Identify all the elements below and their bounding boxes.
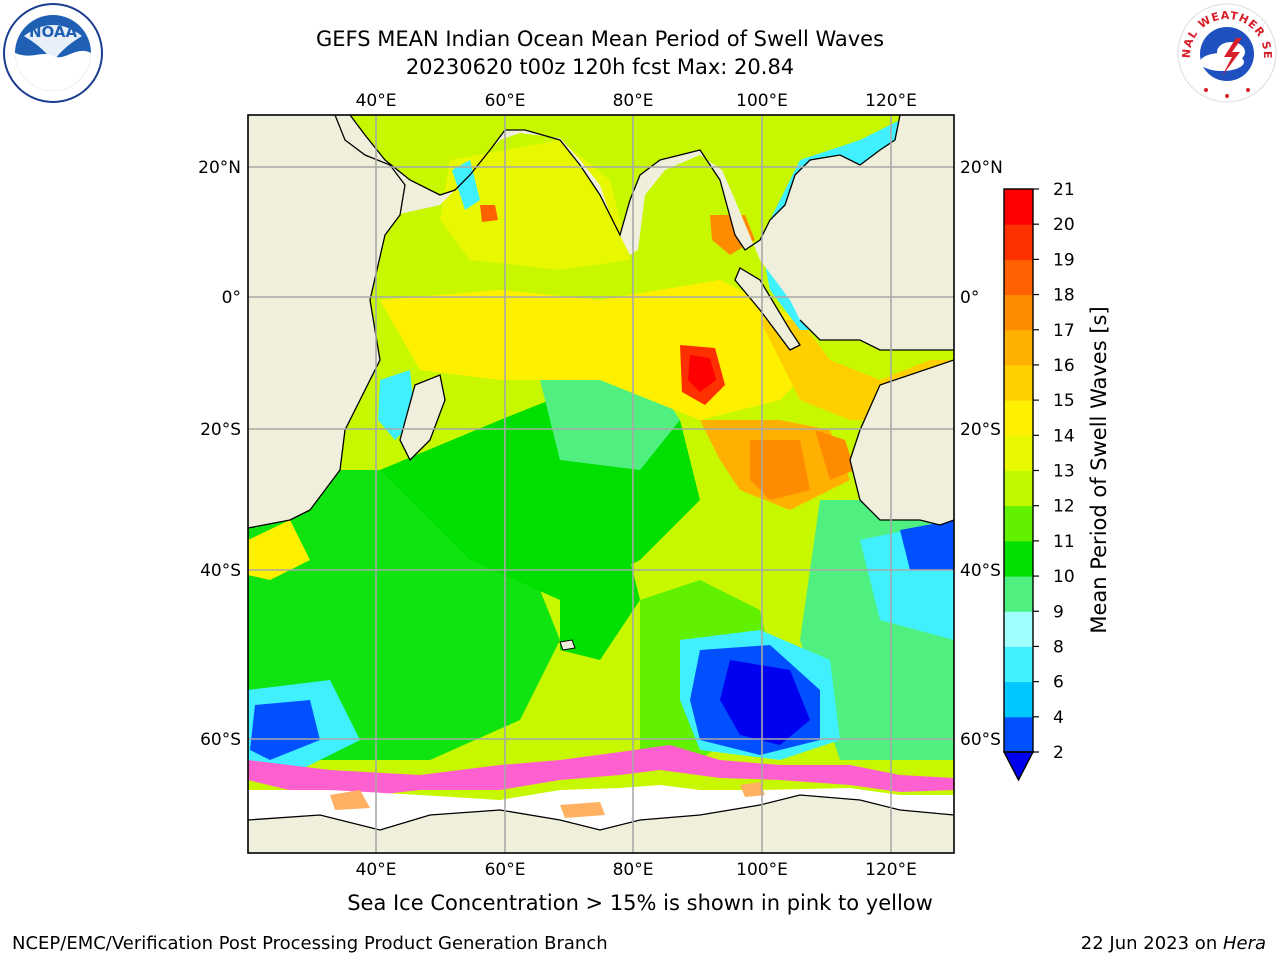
colorbar-tick-label: 6: [1053, 673, 1064, 693]
colorbar-swatch: [1004, 576, 1033, 612]
colorbar-tick-label: 17: [1053, 321, 1075, 341]
credit-date-text: 22 Jun 2023 on: [1080, 933, 1223, 954]
colorbar-swatch: [1004, 400, 1033, 436]
colorbar-tick-label: 19: [1053, 250, 1075, 270]
lon-label: 120°E: [865, 91, 917, 111]
swell-region-yellow-west: [248, 520, 310, 580]
colorbar-swatch: [1004, 611, 1033, 647]
lon-labels-top: 40°E 60°E 80°E 100°E 120°E: [356, 91, 917, 111]
lat-labels-right: 20°N 0° 20°S 40°S 60°S: [960, 158, 1003, 750]
colorbar-tick-label: 12: [1053, 497, 1075, 517]
swell-region-max-core: [688, 355, 716, 392]
swell-region-blue-southwest: [250, 700, 320, 760]
swell-region-blue-east: [900, 520, 954, 570]
colorbar-tick-label: 21: [1053, 180, 1075, 200]
colorbar-tick-label: 15: [1053, 391, 1075, 411]
map-title: GEFS MEAN Indian Ocean Mean Period of Sw…: [315, 27, 885, 51]
land-antarctica: [248, 795, 954, 853]
colorbar-swatch: [1004, 540, 1033, 577]
land-madagascar: [400, 375, 445, 460]
nws-logo-icon: NATIONAL WEATHER SERVICE: [1176, 2, 1277, 103]
colorbar-tick-label: 13: [1053, 462, 1075, 482]
colorbar-underflow-triangle: [1002, 751, 1035, 782]
map-frame: [247, 114, 955, 854]
lat-label: 20°N: [198, 158, 241, 178]
lon-label: 80°E: [613, 91, 654, 111]
colorbar-swatch: [1004, 189, 1033, 225]
lat-label: 20°S: [200, 420, 241, 440]
colorbar-tick-label: 4: [1053, 708, 1064, 728]
swell-region-red-arabian: [480, 205, 498, 222]
colorbar-tick-label: 10: [1053, 567, 1075, 587]
colorbar-tick-label: 8: [1053, 637, 1064, 657]
swell-region-orange-core: [750, 440, 810, 500]
lat-label: 20°S: [960, 420, 1001, 440]
sea-ice-note: Sea Ice Concentration > 15% is shown in …: [347, 891, 933, 915]
lon-label: 40°E: [356, 91, 397, 111]
colorbar-swatch: [1004, 505, 1033, 542]
colorbar-tick-label: 14: [1053, 426, 1075, 446]
swell-region-orange-east: [815, 430, 855, 480]
colorbar: 2 4 6 8 9 10 11 12 13 14 15 16 17 18 19 20 21: [1002, 180, 1075, 782]
colorbar-tick-label: 11: [1053, 532, 1075, 552]
swell-region-deepblue-south: [720, 660, 810, 745]
lon-label: 100°E: [736, 91, 788, 111]
lon-label: 40°E: [356, 860, 397, 880]
colorbar-swatch: [1004, 646, 1033, 683]
lat-label: 0°: [222, 288, 241, 308]
map-area: [248, 115, 954, 853]
colorbar-tick-label: 9: [1053, 602, 1064, 622]
colorbar-swatch: [1004, 259, 1033, 296]
swell-region-green-south: [560, 520, 640, 660]
lat-label: 60°S: [960, 730, 1001, 750]
colorbar-swatch: [1004, 470, 1033, 507]
swell-region-arabian-sea: [440, 140, 630, 270]
colorbar-label: Mean Period of Swell Waves [s]: [1087, 306, 1111, 633]
lon-label: 60°E: [485, 91, 526, 111]
noaa-logo-icon: NOAA: [3, 3, 103, 103]
colorbar-tick-label: 18: [1053, 286, 1075, 306]
colorbar-tick-label: 20: [1053, 215, 1075, 235]
lat-label: 0°: [960, 288, 979, 308]
graticule: [248, 115, 954, 853]
colorbar-swatch: [1004, 435, 1033, 471]
sea-ice-orange-patch-1: [330, 790, 370, 810]
sea-ice-pink-band: [248, 745, 954, 800]
lat-label: 20°N: [960, 158, 1003, 178]
colorbar-swatch: [1004, 364, 1033, 401]
map-subtitle: 20230620 t00z 120h fcst Max: 20.84: [405, 55, 795, 79]
colorbar-swatch: [1004, 294, 1033, 331]
sea-ice-orange-patch-3: [740, 782, 765, 797]
swell-region-cyan-arabia: [452, 160, 480, 210]
noaa-logo-text: NOAA: [29, 23, 78, 41]
credit-producer: NCEP/EMC/Verification Post Processing Pr…: [12, 933, 608, 954]
colorbar-tick-label: 2: [1053, 743, 1064, 763]
lat-labels-left: 20°N 0° 20°S 40°S 60°S: [198, 158, 241, 750]
land-africa: [248, 115, 405, 528]
colorbar-swatch: [1004, 224, 1033, 260]
credit-host: Hera: [1222, 933, 1266, 954]
credit-date: 22 Jun 2023 on Hera: [1081, 933, 1266, 954]
lon-label: 100°E: [736, 860, 788, 880]
lon-label: 80°E: [613, 860, 654, 880]
colorbar-tick-label: 16: [1053, 356, 1075, 376]
colorbar-swatch: [1004, 681, 1033, 718]
lon-labels-bottom: 40°E 60°E 80°E 100°E 120°E: [356, 860, 917, 880]
colorbar-swatch: [1004, 329, 1033, 366]
lon-label: 60°E: [485, 860, 526, 880]
land-kerguelen: [559, 639, 576, 651]
colorbar-swatch: [1004, 716, 1033, 753]
lat-label: 40°S: [960, 561, 1001, 581]
lat-label: 60°S: [200, 730, 241, 750]
sea-ice-orange-patch-2: [560, 802, 605, 818]
land-asia: [248, 115, 954, 350]
lon-label: 120°E: [865, 860, 917, 880]
land-sumatra: [735, 268, 800, 350]
lat-label: 40°S: [200, 561, 241, 581]
land-australia: [850, 360, 954, 525]
